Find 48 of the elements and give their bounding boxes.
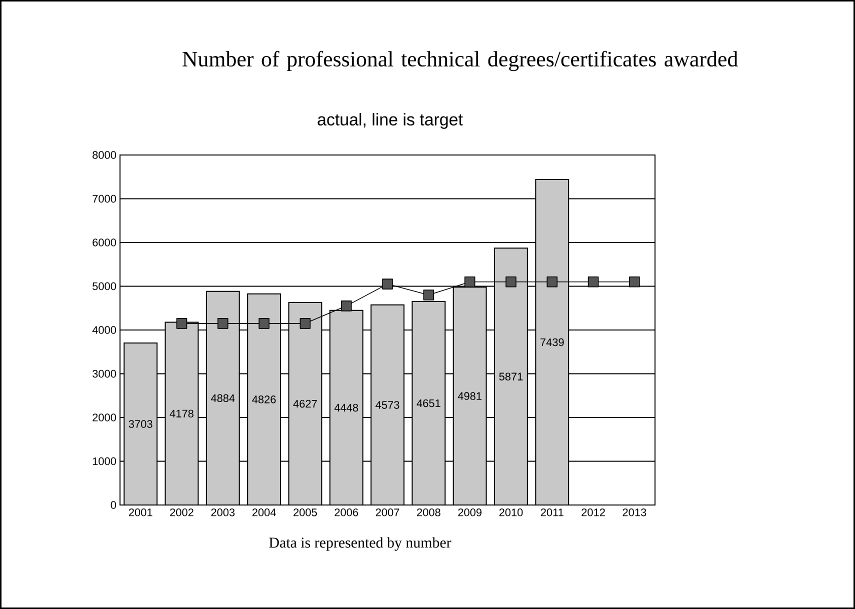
x-tick-label: 2012 [582,508,605,516]
chart-title: Number of professional technical degrees/certificates awarded [182,50,738,72]
x-tick-label: 2002 [170,508,194,516]
x-tick-label: 2008 [417,508,440,516]
data-label: 4651 [416,399,440,408]
data-label: 7439 [540,338,564,346]
data-label: 5871 [499,372,523,380]
data-label: 4981 [458,392,482,400]
point [546,276,558,288]
y-tick-label: 0 [110,501,116,509]
x-tick-label: 2001 [128,508,152,516]
y-tick-label: 4000 [92,326,116,334]
x-tick-label: 2009 [458,508,482,516]
x-tick-label: 2011 [540,508,564,516]
data-label: 3703 [128,420,152,428]
x-tick-label: 2013 [622,508,646,516]
y-tick-label: 5000 [92,282,116,290]
y-tick-label: 3000 [92,370,116,378]
data-label: 4573 [376,401,400,409]
x-tick-label: 2003 [211,508,235,516]
data-label: 4826 [252,396,276,404]
point [340,300,352,312]
point [629,276,640,288]
point [423,290,434,300]
y-tick-label: 7000 [92,194,116,203]
point [217,318,228,329]
chart-subtitle: actual, line is target [318,113,463,129]
point [176,318,188,329]
y-tick-label: 8000 [92,151,116,159]
point [258,318,270,329]
data-label: 4627 [293,400,317,408]
x-tick-label: 2007 [376,508,400,516]
y-tick-label: 2000 [92,414,116,422]
point [588,276,599,288]
x-tick-label: 2006 [334,508,358,516]
point [300,318,311,329]
point [382,278,393,290]
point [506,276,516,288]
data-label: 4178 [170,410,194,418]
text: Data is represented by number [269,537,452,551]
point [464,276,476,288]
x-tick-label: 2005 [294,508,317,516]
data-label: 4448 [334,404,358,412]
x-tick-label: 2004 [252,508,276,516]
y-tick-label: 1000 [92,457,116,466]
data-label: 4884 [210,394,235,402]
x-tick-label: 2010 [499,508,523,516]
y-tick-label: 6000 [92,238,116,246]
